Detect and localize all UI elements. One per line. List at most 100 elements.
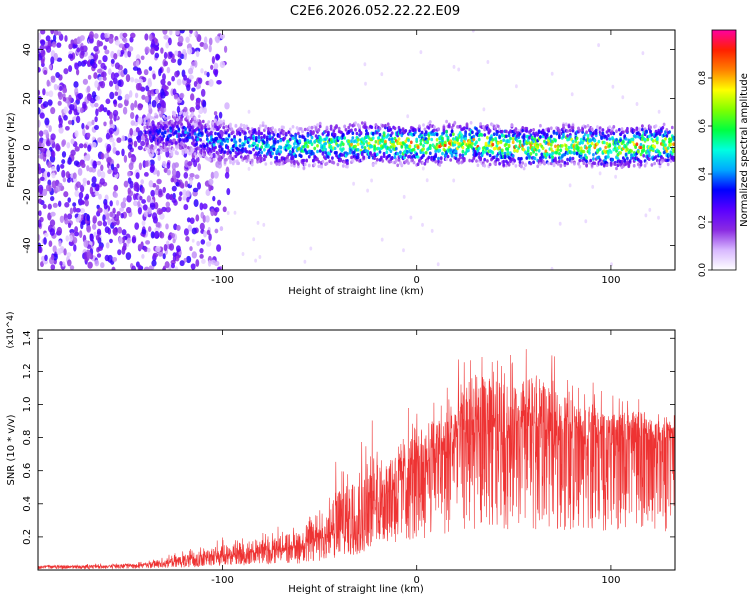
noise-mark (68, 65, 73, 73)
noise-mark (165, 206, 171, 213)
signal-mark (669, 142, 673, 147)
signal-mark (195, 154, 198, 159)
noise-mark (191, 251, 198, 259)
noise-mark (79, 35, 85, 41)
noise-mark (43, 170, 49, 179)
noise-mark (67, 157, 72, 165)
noise-mark (112, 77, 118, 85)
noise-mark (59, 215, 65, 223)
signal-mark (181, 129, 185, 134)
noise-mark (83, 239, 89, 248)
signal-mark (441, 136, 444, 141)
noise-mark (177, 58, 182, 66)
signal-mark (528, 135, 531, 140)
noise-mark (114, 39, 121, 46)
noise-mark (165, 201, 171, 208)
signal-mark (347, 125, 351, 130)
noise-mark (120, 201, 127, 209)
noise-mark (47, 99, 53, 106)
signal-mark (394, 146, 398, 151)
signal-mark (428, 151, 432, 156)
noise-mark (50, 196, 55, 202)
noise-mark (113, 53, 118, 60)
signal-mark (299, 127, 303, 131)
signal-mark (246, 155, 250, 160)
signal-mark (246, 126, 250, 131)
noise-mark (187, 224, 193, 232)
noise-mark (199, 222, 205, 231)
signal-mark (552, 163, 556, 168)
noise-mark (129, 127, 134, 136)
signal-mark (486, 146, 489, 151)
signal-mark (356, 152, 360, 157)
signal-mark (173, 116, 177, 120)
noise-mark (402, 248, 405, 253)
noise-mark (193, 160, 198, 168)
noise-mark (174, 70, 180, 78)
signal-mark (151, 149, 155, 154)
noise-mark (175, 255, 180, 262)
signal-mark (605, 163, 609, 167)
signal-mark (188, 132, 192, 137)
noise-mark (195, 50, 200, 58)
signal-mark (585, 130, 588, 134)
noise-mark (112, 227, 117, 235)
signal-mark (356, 155, 360, 160)
signal-mark (278, 128, 281, 132)
signal-mark (302, 158, 306, 163)
signal-mark (250, 158, 254, 163)
signal-mark (242, 123, 246, 128)
signal-mark (185, 138, 189, 142)
signal-mark (419, 138, 423, 143)
noise-mark (69, 103, 75, 111)
noise-mark (309, 246, 313, 251)
noise-mark (158, 209, 164, 215)
noise-mark (106, 143, 112, 152)
signal-mark (297, 162, 300, 166)
noise-mark (175, 30, 180, 36)
signal-mark (554, 144, 557, 149)
signal-mark (216, 121, 220, 125)
signal-mark (288, 137, 292, 142)
noise-mark (380, 72, 384, 77)
noise-mark (57, 200, 62, 207)
signal-mark (381, 139, 385, 144)
signal-mark (515, 149, 519, 153)
signal-mark (577, 148, 580, 153)
signal-mark (310, 126, 314, 130)
signal-mark (275, 155, 279, 160)
signal-mark (180, 115, 183, 120)
colorbar-gradient (711, 29, 737, 271)
noise-mark (119, 207, 125, 212)
noise-mark (223, 45, 228, 53)
noise-mark (184, 180, 189, 188)
y-tick-label: 1.2 (22, 363, 33, 379)
signal-mark (256, 143, 259, 148)
noise-mark (162, 73, 166, 81)
signal-mark (303, 162, 307, 167)
signal-mark (518, 139, 522, 144)
signal-mark (147, 144, 151, 148)
noise-mark (169, 51, 173, 58)
signal-mark (491, 137, 495, 142)
signal-mark (226, 151, 230, 156)
signal-mark (639, 163, 643, 167)
noise-mark (117, 103, 123, 109)
signal-mark (144, 134, 148, 139)
signal-mark (174, 131, 178, 135)
noise-mark (196, 240, 201, 247)
noise-mark (45, 35, 51, 42)
noise-mark (38, 107, 41, 115)
noise-mark (75, 115, 81, 124)
signal-mark (570, 150, 574, 155)
noise-mark (100, 152, 105, 160)
noise-mark (104, 226, 110, 234)
noise-mark (644, 213, 648, 218)
signal-mark (604, 145, 608, 150)
signal-mark (505, 134, 508, 139)
signal-mark (257, 126, 261, 131)
noise-mark (103, 45, 108, 51)
signal-mark (148, 134, 152, 139)
noise-mark (143, 171, 149, 177)
noise-mark (127, 171, 131, 177)
